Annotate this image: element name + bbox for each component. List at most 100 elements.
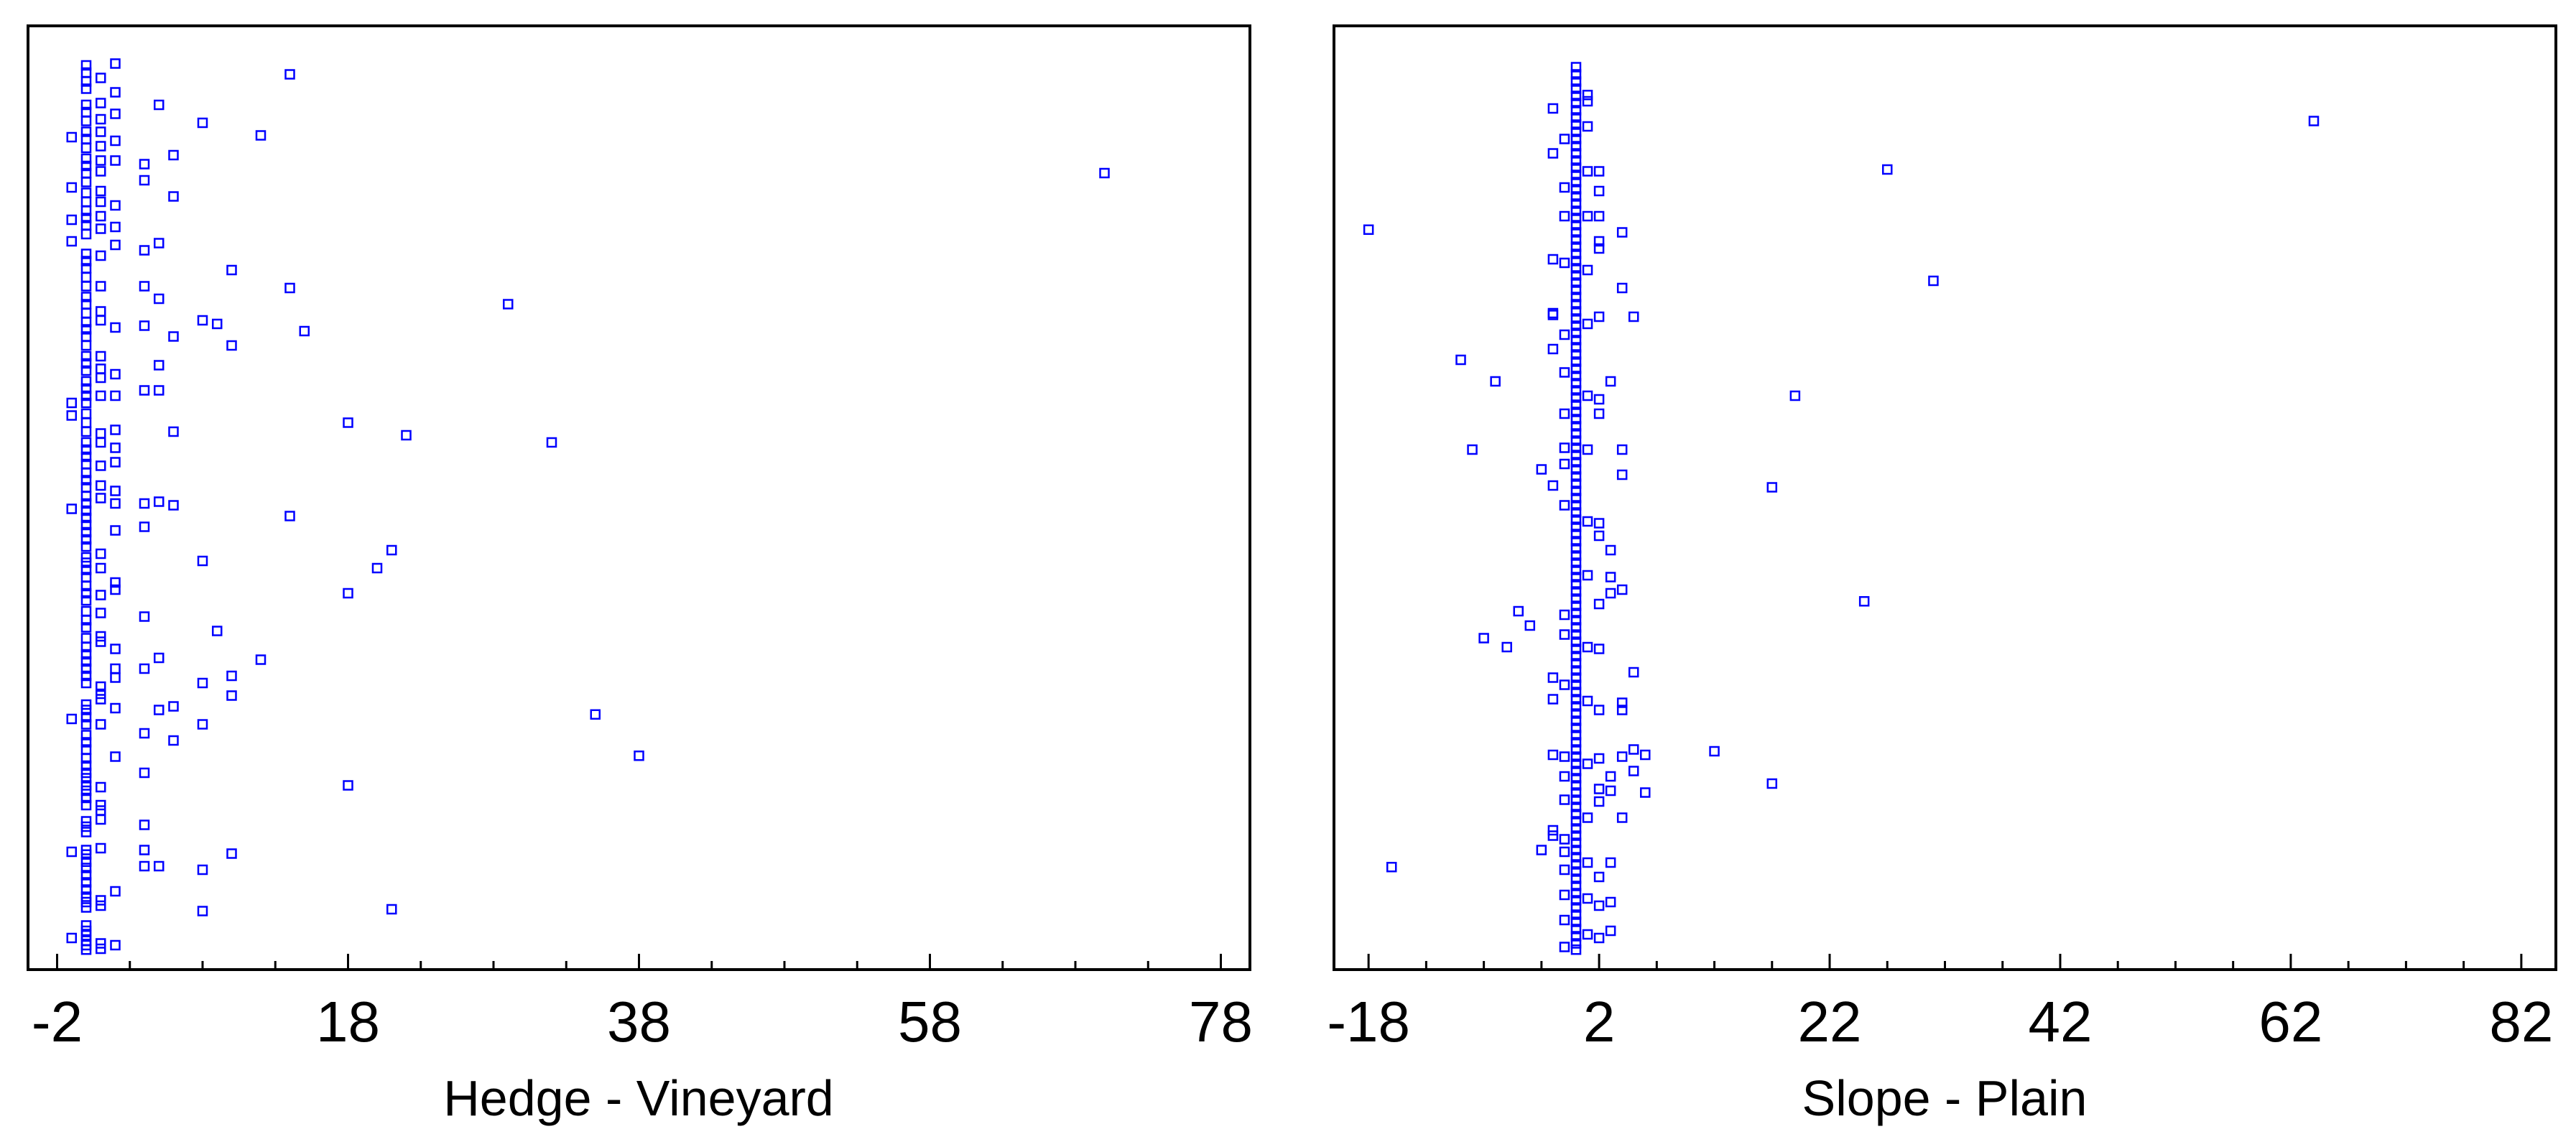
data-point bbox=[1593, 796, 1605, 807]
data-point bbox=[1570, 895, 1582, 906]
data-point bbox=[1593, 900, 1605, 911]
data-point bbox=[1616, 227, 1628, 238]
data-point bbox=[1570, 924, 1582, 934]
data-point bbox=[154, 238, 165, 249]
x-tick-label: 82 bbox=[2489, 990, 2553, 1054]
x-axis-label: Hedge - Vineyard bbox=[443, 1070, 834, 1126]
data-point bbox=[80, 116, 92, 126]
data-point bbox=[139, 860, 150, 872]
data-point bbox=[634, 751, 644, 761]
data-point bbox=[80, 299, 92, 310]
data-point bbox=[1455, 354, 1466, 366]
data-point bbox=[1570, 284, 1582, 295]
data-point bbox=[96, 315, 106, 326]
data-point bbox=[80, 877, 92, 888]
data-point bbox=[96, 694, 106, 705]
data-point bbox=[139, 845, 150, 855]
data-point bbox=[1570, 816, 1582, 827]
data-point bbox=[197, 677, 208, 689]
data-point bbox=[1570, 608, 1582, 618]
data-point bbox=[1616, 705, 1628, 715]
data-point bbox=[1605, 544, 1616, 556]
data-point bbox=[139, 320, 150, 331]
data-point bbox=[80, 358, 92, 369]
data-point bbox=[1570, 830, 1582, 841]
data-point bbox=[1570, 478, 1582, 489]
data-point bbox=[96, 562, 106, 574]
data-point bbox=[96, 805, 106, 816]
data-point bbox=[1547, 343, 1559, 355]
data-point bbox=[1570, 213, 1582, 223]
data-point bbox=[1570, 435, 1582, 446]
data-point bbox=[1789, 390, 1801, 401]
data-point bbox=[255, 130, 267, 141]
data-point bbox=[110, 486, 121, 496]
data-point bbox=[1570, 342, 1582, 353]
data-point bbox=[1605, 925, 1616, 937]
data-point bbox=[1582, 210, 1593, 222]
data-point bbox=[139, 281, 150, 292]
data-point bbox=[110, 368, 121, 380]
data-point bbox=[1570, 141, 1582, 152]
data-point bbox=[1570, 758, 1582, 769]
data-point bbox=[80, 891, 92, 902]
data-point bbox=[110, 584, 121, 595]
data-point bbox=[1570, 737, 1582, 748]
data-point bbox=[80, 816, 92, 827]
data-point bbox=[1570, 557, 1582, 568]
data-point bbox=[1593, 753, 1605, 764]
data-point bbox=[1570, 184, 1582, 195]
data-point bbox=[1570, 744, 1582, 755]
data-point bbox=[80, 705, 92, 715]
data-point bbox=[299, 325, 310, 337]
data-point bbox=[80, 67, 92, 78]
x-ticks bbox=[1367, 954, 2523, 970]
data-point bbox=[1582, 641, 1593, 653]
data-point bbox=[1593, 236, 1605, 247]
data-point bbox=[1570, 780, 1582, 791]
data-point bbox=[80, 526, 92, 538]
data-point bbox=[197, 555, 208, 567]
data-point bbox=[80, 773, 92, 784]
data-point bbox=[1570, 299, 1582, 310]
data-point bbox=[154, 496, 165, 507]
data-point bbox=[1467, 444, 1478, 455]
data-point bbox=[1570, 529, 1582, 539]
data-point bbox=[1570, 944, 1582, 955]
data-point bbox=[1559, 771, 1570, 782]
x-tick-labels: -2 18 38 58 78 bbox=[32, 990, 1253, 1054]
data-point bbox=[80, 292, 92, 302]
data-point bbox=[80, 106, 92, 118]
data-point bbox=[1570, 241, 1582, 252]
data-point bbox=[110, 644, 121, 654]
data-point bbox=[80, 780, 92, 791]
data-point bbox=[80, 670, 92, 682]
data-point bbox=[80, 588, 92, 599]
data-point bbox=[1582, 758, 1593, 769]
x-tick-label: 58 bbox=[898, 990, 962, 1054]
data-point bbox=[80, 534, 92, 545]
data-point bbox=[80, 699, 92, 710]
data-point bbox=[96, 126, 106, 137]
data-point bbox=[1570, 600, 1582, 611]
data-point bbox=[1559, 889, 1570, 901]
data-point bbox=[1570, 622, 1582, 633]
data-point bbox=[80, 397, 92, 409]
data-point bbox=[80, 663, 92, 674]
data-point bbox=[96, 900, 106, 911]
data-point bbox=[96, 223, 106, 234]
data-point bbox=[343, 780, 353, 791]
data-point bbox=[110, 751, 121, 762]
data-point bbox=[80, 785, 92, 797]
data-point bbox=[96, 372, 106, 384]
data-point bbox=[1570, 658, 1582, 669]
data-point bbox=[1570, 313, 1582, 324]
data-point bbox=[168, 191, 179, 202]
data-point bbox=[80, 263, 92, 274]
data-point bbox=[1570, 148, 1582, 159]
data-point bbox=[96, 166, 106, 177]
data-point bbox=[284, 282, 295, 294]
data-point bbox=[386, 544, 397, 556]
data-point bbox=[1570, 392, 1582, 403]
